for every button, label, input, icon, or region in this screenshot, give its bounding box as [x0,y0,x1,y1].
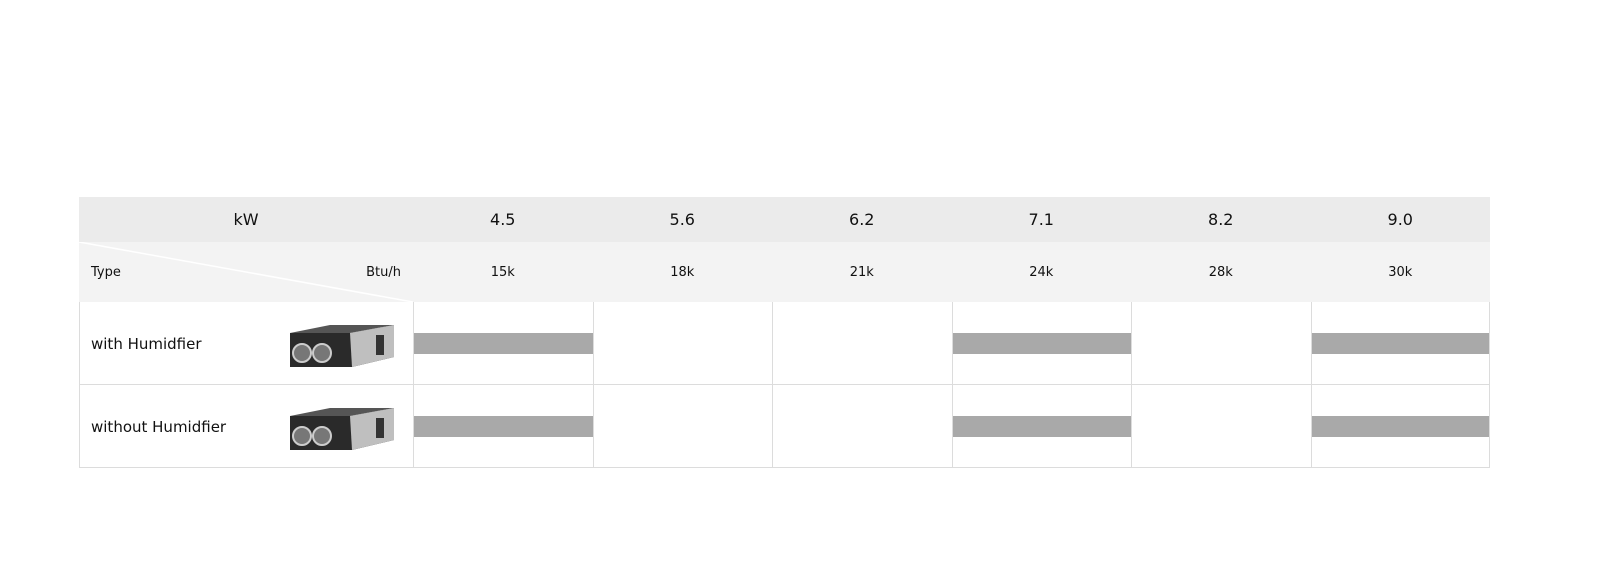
row-border [79,467,1490,468]
btu-value: 24k [1029,264,1054,280]
btu-value: 30k [1388,264,1413,280]
kw-value: 8.2 [1208,210,1234,229]
btu-value: 21k [849,264,874,280]
column-border [772,302,773,468]
product-image [290,325,394,367]
kw-value: 7.1 [1028,210,1054,229]
kw-label: kW [233,210,259,229]
btu-value: 18k [670,264,695,280]
product-image [290,408,394,450]
availability-bar [951,333,1131,354]
availability-bar [1310,416,1490,437]
column-border [79,302,80,468]
availability-bar [1310,333,1490,354]
kw-value: 6.2 [849,210,875,229]
row-label: with Humidfier [91,334,202,353]
btu-value: 28k [1208,264,1233,280]
diagonal [79,242,413,302]
availability-bar [413,416,593,437]
column-border [592,302,594,468]
column-border [413,302,414,468]
type-label: Type [91,264,121,280]
kw-value: 4.5 [490,210,516,229]
availability-bar [951,416,1131,437]
header-row-top [79,197,1490,242]
column-border [1310,302,1312,468]
column-border [1489,302,1490,468]
column-border [1131,302,1132,468]
row-border [79,384,1490,385]
kw-value: 5.6 [669,210,695,229]
kw-value: 9.0 [1387,210,1413,229]
btu-value: 15k [490,264,515,280]
availability-bar [413,333,593,354]
column-border [951,302,953,468]
header-row-bottom [79,242,1490,302]
row-label: without Humidfier [91,417,227,436]
btu-label: Btu/h [366,264,401,280]
